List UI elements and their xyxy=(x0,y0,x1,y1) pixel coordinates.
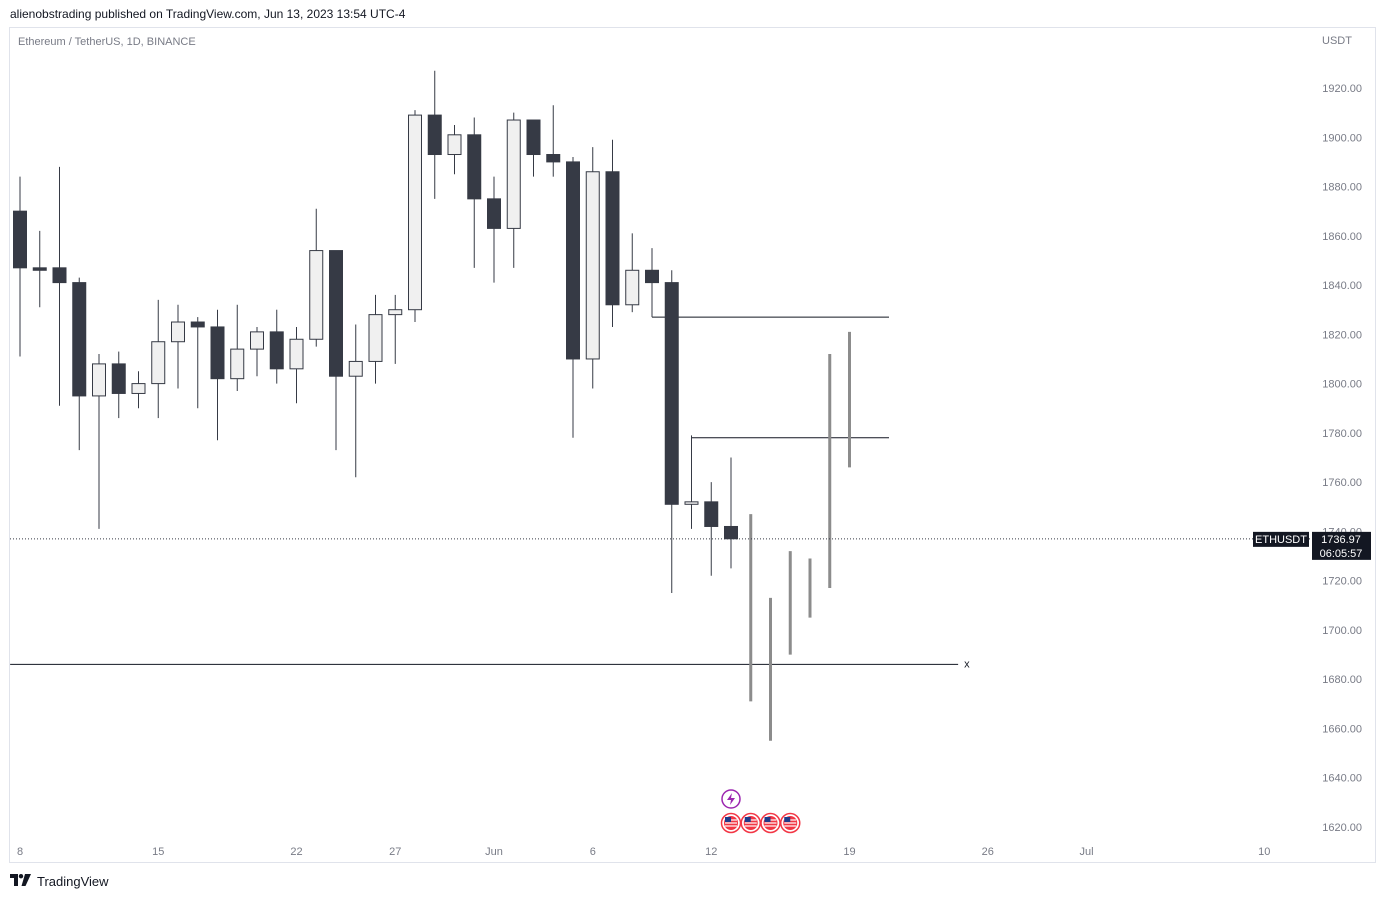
candle-bear-body xyxy=(704,501,719,527)
lightning-icon-bolt xyxy=(727,793,735,805)
last-price-label: 1736.97 xyxy=(1321,534,1361,546)
tradingview-brand: TradingView xyxy=(37,874,109,889)
time-tick-label: 26 xyxy=(982,846,994,858)
candle-bull-body xyxy=(348,360,363,377)
candle-bull-body xyxy=(131,383,146,394)
candle-bull-body xyxy=(230,348,245,380)
time-axis[interactable]: 8 15 22 27 Jun 6 12 19 26 Jul 10 xyxy=(17,846,1270,858)
time-tick-label: Jun xyxy=(485,846,503,858)
us-flag-icon[interactable] xyxy=(720,812,742,834)
candle-bear-body xyxy=(269,331,284,370)
time-tick-label: 10 xyxy=(1258,846,1270,858)
candle-bear-body xyxy=(329,250,343,377)
time-tick-label: 27 xyxy=(389,846,401,858)
price-tick-label: 1640.00 xyxy=(1322,773,1362,785)
chart-frame xyxy=(9,27,1376,863)
candle-bear-body xyxy=(467,134,482,200)
price-tick-label: 1760.00 xyxy=(1322,477,1362,489)
candle-bear-body xyxy=(605,171,620,306)
us-flag-icon[interactable] xyxy=(740,812,761,834)
lightning-icon[interactable] xyxy=(721,789,741,809)
price-axis[interactable]: 1620.00 1640.00 1660.00 1680.00 1700.00 1720.… xyxy=(1322,83,1362,834)
price-tick-label: 1860.00 xyxy=(1322,231,1362,243)
candle-bear-body xyxy=(526,119,541,156)
price-tick-label: 1880.00 xyxy=(1322,182,1362,194)
symbol-badge xyxy=(1253,531,1309,547)
time-tick-label: 6 xyxy=(590,846,596,858)
symbol-label: Ethereum / TetherUS, 1D, BINANCE xyxy=(18,36,196,48)
candle-bull-body xyxy=(368,314,383,362)
time-tick-label: 12 xyxy=(705,846,717,858)
candle-bear-body xyxy=(566,161,580,360)
candle-bull-body xyxy=(171,321,185,343)
candle-bull-body xyxy=(506,119,521,229)
price-tick-label: 1660.00 xyxy=(1322,723,1362,735)
us-flag-icon-canton xyxy=(725,817,731,822)
candle-bear-body xyxy=(190,321,205,328)
time-tick-label: 22 xyxy=(290,846,302,858)
candle-bull-body xyxy=(92,363,106,397)
candle-bear-body xyxy=(72,282,87,397)
candle-bull-body xyxy=(250,331,264,350)
us-flag-icon[interactable] xyxy=(760,812,781,834)
price-tick-label: 1720.00 xyxy=(1322,576,1362,588)
price-tick-label: 1700.00 xyxy=(1322,625,1362,637)
candle-bear-body xyxy=(32,267,47,271)
candle-bear-body xyxy=(546,154,561,163)
candle-bull-body xyxy=(684,501,699,505)
price-tick-label: 1800.00 xyxy=(1322,379,1362,391)
candles xyxy=(13,70,738,593)
line-end-marker[interactable]: x xyxy=(964,658,970,670)
candle-bull-body xyxy=(388,309,403,316)
candle-bull-body xyxy=(289,338,304,370)
candle-bull-body xyxy=(447,134,462,156)
price-currency-label: USDT xyxy=(1322,35,1352,47)
price-tick-label: 1820.00 xyxy=(1322,329,1362,341)
candle-bull-body xyxy=(408,114,422,311)
countdown-label: 06:05:57 xyxy=(1320,548,1363,560)
price-tick-label: 1680.00 xyxy=(1322,674,1362,686)
symbol-badge-label: ETHUSDT xyxy=(1255,534,1307,546)
candle-bear-body xyxy=(210,326,225,380)
time-tick-label: 15 xyxy=(152,846,164,858)
candle-bull-body xyxy=(625,269,640,306)
event-markers[interactable] xyxy=(720,789,801,834)
candle-bear-body xyxy=(13,210,27,269)
time-tick-label: 19 xyxy=(843,846,855,858)
candle-bear-body xyxy=(487,198,501,229)
candle-bull-body xyxy=(309,250,324,340)
price-tick-label: 1920.00 xyxy=(1322,83,1362,95)
price-tick-label: 1620.00 xyxy=(1322,822,1362,834)
candle-bear-body xyxy=(52,267,67,284)
candle-bear-body xyxy=(724,525,738,540)
price-tick-label: 1900.00 xyxy=(1322,132,1362,144)
us-flag-icon-canton xyxy=(764,817,771,822)
time-tick-label: Jul xyxy=(1079,846,1093,858)
candle-bear-body xyxy=(111,363,126,394)
tradingview-logo-icon xyxy=(10,874,32,889)
price-tick-label: 1780.00 xyxy=(1322,428,1362,440)
us-flag-icon-canton xyxy=(784,817,791,822)
last-price-marker: ETHUSDT 1736.97 06:05:57 xyxy=(10,531,1371,560)
footer: TradingView xyxy=(10,874,109,889)
last-price-badge xyxy=(1312,531,1371,560)
us-flag-icon-canton xyxy=(744,817,751,822)
candle-bull-body xyxy=(585,171,600,360)
projection-lines xyxy=(749,331,851,741)
publisher-header: alienobstrading published on TradingView… xyxy=(10,7,406,21)
us-flag-icon[interactable] xyxy=(780,812,801,834)
candle-bull-body xyxy=(151,341,166,385)
price-tick-label: 1840.00 xyxy=(1322,280,1362,292)
candle-bear-body xyxy=(427,114,442,156)
candle-bear-body xyxy=(664,282,679,505)
candle-bear-body xyxy=(645,269,659,284)
time-tick-label: 8 xyxy=(17,846,23,858)
